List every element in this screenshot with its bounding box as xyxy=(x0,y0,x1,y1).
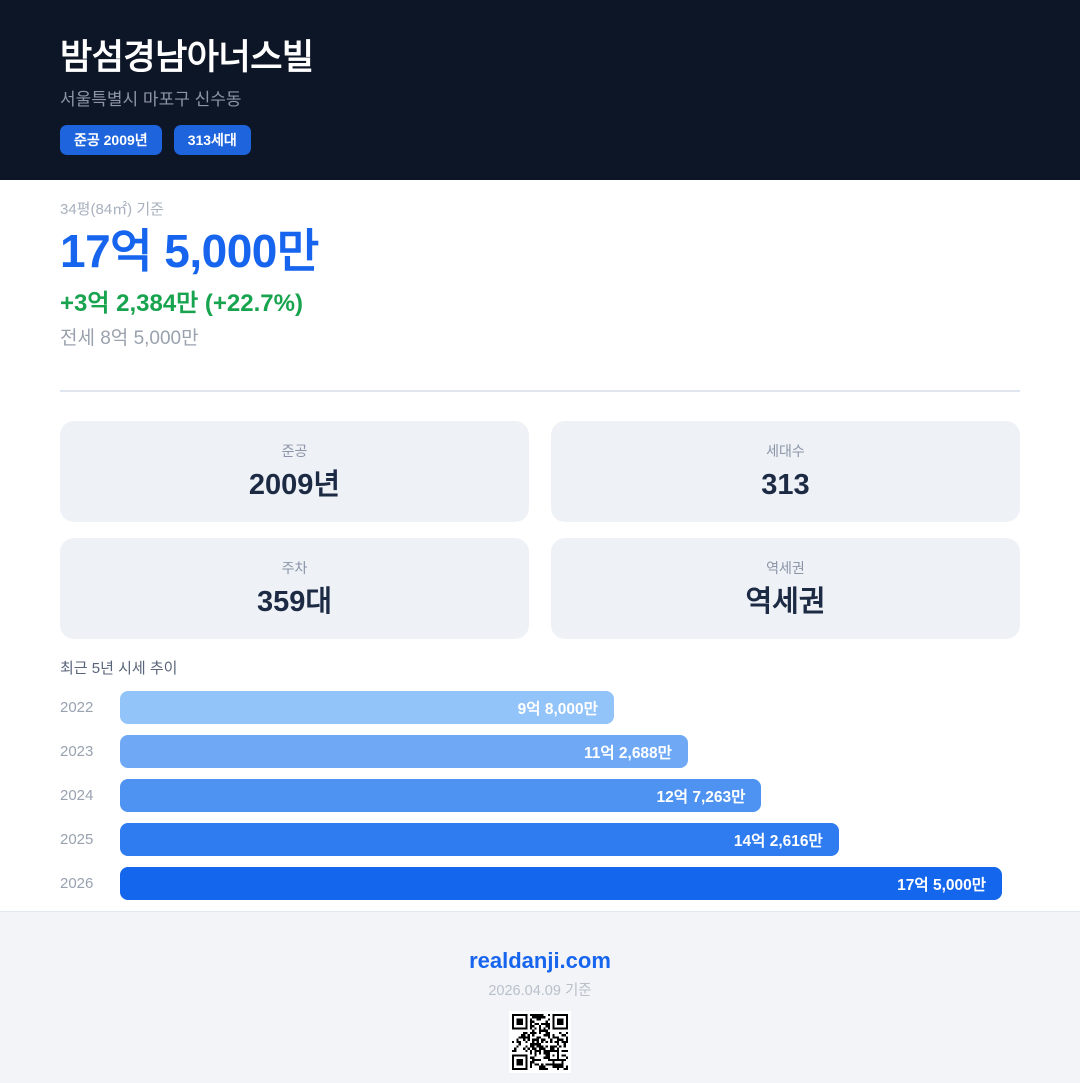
card-header: 밤섬경남아너스빌 서울특별시 마포구 신수동 준공 2009년 313세대 xyxy=(0,0,1080,180)
chart-year-label: 2022 xyxy=(60,699,94,716)
complex-name: 밤섬경남아너스빌 xyxy=(60,38,314,77)
jeonse-price: 전세 8억 5,000만 xyxy=(60,328,199,349)
chart-bar: 14억 2,616만 xyxy=(120,823,839,856)
stat-label: 역세권 xyxy=(766,559,805,576)
chart-year-label: 2024 xyxy=(60,787,94,804)
chart-row: 2025 14억 2,616만 xyxy=(60,823,1002,856)
chart-year-label: 2026 xyxy=(60,875,94,892)
stats-grid: 준공 2009년 세대수 313 주차 359대 역세권 역세권 xyxy=(60,421,1020,639)
card-footer: realdanji.com 2026.04.09 기준 xyxy=(0,911,1080,1083)
stat-value: 313 xyxy=(761,468,810,501)
stat-label: 준공 xyxy=(281,442,308,459)
chart-bar: 11억 2,688만 xyxy=(120,735,688,768)
chart-bar-value: 12억 7,263만 xyxy=(656,788,746,806)
price-change: +3억 2,384만 (+22.7%) xyxy=(60,290,303,317)
stat-value: 359대 xyxy=(256,585,333,618)
site-name: realdanji.com xyxy=(469,948,611,973)
stat-label: 주차 xyxy=(281,559,308,576)
chart-year-label: 2023 xyxy=(60,743,94,760)
stat-value: 2009년 xyxy=(248,468,341,501)
chart-bar-value: 11억 2,688만 xyxy=(583,744,672,762)
stat-value: 역세권 xyxy=(745,585,826,618)
chart-bar: 9억 8,000만 xyxy=(120,691,614,724)
chart-year-label: 2025 xyxy=(60,831,94,848)
chart-bar-track: 11억 2,688만 xyxy=(120,735,1002,768)
stat-card-households: 세대수 313 xyxy=(551,421,1020,522)
chart-bar-value: 17억 5,000만 xyxy=(897,876,986,894)
qr-code xyxy=(509,1011,571,1073)
stat-card-parking: 주차 359대 xyxy=(60,538,529,639)
chart-bar-value: 9억 8,000만 xyxy=(517,700,598,718)
chart-bar: 17억 5,000만 xyxy=(120,867,1002,900)
price-trend-chart: 최근 5년 시세 추이 2022 9억 8,000만 2023 11억 2,688만 2… xyxy=(60,660,1020,900)
household-count-badge: 313세대 xyxy=(173,125,251,155)
stat-label: 세대수 xyxy=(766,442,805,459)
chart-row: 2023 11억 2,688만 xyxy=(60,735,1002,768)
chart-title: 최근 5년 시세 추이 xyxy=(60,660,178,677)
chart-bar-value: 14억 2,616만 xyxy=(733,832,823,850)
chart-bar-track: 17억 5,000만 xyxy=(120,867,1002,900)
data-date-note: 2026.04.09 기준 xyxy=(488,983,592,999)
chart-rows: 2022 9억 8,000만 2023 11억 2,688만 2024 12억 7,263… xyxy=(60,691,1020,900)
chart-row: 2024 12억 7,263만 xyxy=(60,779,1002,812)
chart-bar-track: 14억 2,616만 xyxy=(120,823,1002,856)
chart-bar-track: 9억 8,000만 xyxy=(120,691,1002,724)
stat-card-station-area: 역세권 역세권 xyxy=(551,538,1020,639)
current-price: 17억 5,000만 xyxy=(60,225,319,277)
completion-year-badge: 준공 2009년 xyxy=(60,125,162,155)
price-basis-label: 34평(84㎡) 기준 xyxy=(60,201,164,218)
complex-address: 서울특별시 마포구 신수동 xyxy=(60,90,242,109)
chart-row: 2022 9억 8,000만 xyxy=(60,691,1002,724)
section-divider xyxy=(60,390,1020,392)
chart-bar: 12억 7,263만 xyxy=(120,779,762,812)
chart-bar-track: 12억 7,263만 xyxy=(120,779,1002,812)
stat-card-completion: 준공 2009년 xyxy=(60,421,529,522)
card-body: 34평(84㎡) 기준 17억 5,000만 +3억 2,384만 (+22.7… xyxy=(0,180,1080,911)
badge-row: 준공 2009년 313세대 xyxy=(60,125,1020,155)
chart-row: 2026 17억 5,000만 xyxy=(60,867,1002,900)
